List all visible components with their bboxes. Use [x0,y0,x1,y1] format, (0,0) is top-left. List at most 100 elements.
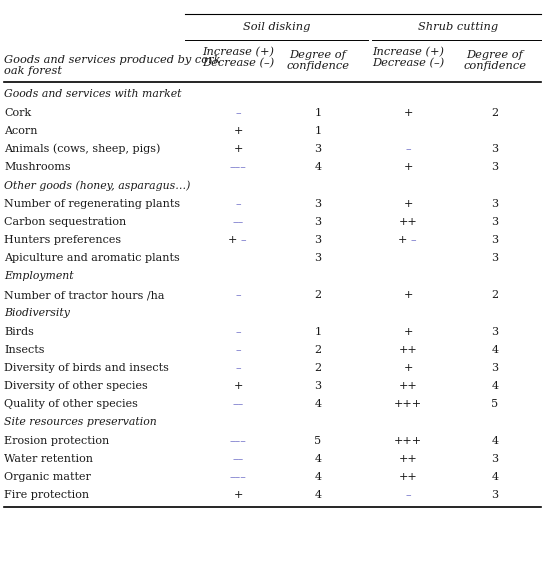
Text: 3: 3 [491,199,498,209]
Text: –: – [235,199,241,209]
Text: +: + [397,235,407,245]
Text: Insects: Insects [4,345,45,355]
Text: 3: 3 [491,162,498,172]
Text: 1: 1 [314,126,322,136]
Text: 3: 3 [314,144,322,154]
Text: +++: +++ [394,436,422,446]
Text: 1: 1 [314,108,322,118]
Text: confidence: confidence [287,61,349,71]
Text: –––: ––– [229,472,246,482]
Text: ––: –– [233,454,244,464]
Text: 4: 4 [314,472,322,482]
Text: +: + [227,235,236,245]
Text: 3: 3 [491,217,498,227]
Text: 4: 4 [491,436,498,446]
Text: +: + [403,108,413,118]
Text: –––: ––– [229,162,246,172]
Text: Soil disking: Soil disking [244,22,311,32]
Text: Cork: Cork [4,108,31,118]
Text: +++: +++ [394,399,422,409]
Text: 2: 2 [314,290,322,300]
Text: Mushrooms: Mushrooms [4,162,70,172]
Text: –: – [410,235,416,245]
Text: –: – [235,327,241,337]
Text: ––: –– [233,217,244,227]
Text: 4: 4 [491,345,498,355]
Text: 3: 3 [314,235,322,245]
Text: Number of regenerating plants: Number of regenerating plants [4,199,180,209]
Text: 2: 2 [491,290,498,300]
Text: Number of tractor hours /ha: Number of tractor hours /ha [4,290,164,300]
Text: 3: 3 [491,144,498,154]
Text: ++: ++ [399,217,417,227]
Text: confidence: confidence [464,61,526,71]
Text: 4: 4 [491,381,498,391]
Text: Hunters preferences: Hunters preferences [4,235,121,245]
Text: 3: 3 [491,454,498,464]
Text: ++: ++ [399,454,417,464]
Text: 3: 3 [314,253,322,263]
Text: ––: –– [233,399,244,409]
Text: 3: 3 [491,235,498,245]
Text: –: – [235,108,241,118]
Text: Biodiversity: Biodiversity [4,308,70,318]
Text: Site resources preservation: Site resources preservation [4,417,157,427]
Text: Decrease (–): Decrease (–) [202,58,274,68]
Text: –––: ––– [229,436,246,446]
Text: Acorn: Acorn [4,126,38,136]
Text: Quality of other species: Quality of other species [4,399,138,409]
Text: –: – [235,345,241,355]
Text: +: + [403,199,413,209]
Text: 4: 4 [314,399,322,409]
Text: 5: 5 [314,436,322,446]
Text: Fire protection: Fire protection [4,490,89,500]
Text: –: – [405,490,411,500]
Text: Degree of: Degree of [289,50,347,60]
Text: Organic matter: Organic matter [4,472,91,482]
Text: +: + [403,363,413,373]
Text: 4: 4 [314,454,322,464]
Text: 3: 3 [491,490,498,500]
Text: 3: 3 [314,199,322,209]
Text: Increase (+): Increase (+) [202,47,274,57]
Text: +: + [233,490,242,500]
Text: –: – [235,290,241,300]
Text: 4: 4 [491,472,498,482]
Text: 3: 3 [491,253,498,263]
Text: Erosion protection: Erosion protection [4,436,109,446]
Text: Diversity of birds and insects: Diversity of birds and insects [4,363,169,373]
Text: 4: 4 [314,162,322,172]
Text: ++: ++ [399,381,417,391]
Text: Other goods (honey, asparagus…): Other goods (honey, asparagus…) [4,180,191,191]
Text: Carbon sequestration: Carbon sequestration [4,217,126,227]
Text: Employment: Employment [4,271,74,281]
Text: 3: 3 [491,363,498,373]
Text: ++: ++ [399,472,417,482]
Text: 1: 1 [314,327,322,337]
Text: 2: 2 [314,345,322,355]
Text: Goods and services with market: Goods and services with market [4,89,181,99]
Text: 3: 3 [314,217,322,227]
Text: 5: 5 [491,399,498,409]
Text: Apiculture and aromatic plants: Apiculture and aromatic plants [4,253,180,263]
Text: +: + [233,144,242,154]
Text: Water retention: Water retention [4,454,93,464]
Text: 3: 3 [314,381,322,391]
Text: 3: 3 [491,327,498,337]
Text: Diversity of other species: Diversity of other species [4,381,148,391]
Text: 4: 4 [314,490,322,500]
Text: 2: 2 [491,108,498,118]
Text: Birds: Birds [4,327,34,337]
Text: +: + [403,290,413,300]
Text: +: + [403,327,413,337]
Text: +: + [233,381,242,391]
Text: Shrub cutting: Shrub cutting [418,22,498,32]
Text: –: – [405,144,411,154]
Text: +: + [233,126,242,136]
Text: oak forest: oak forest [4,66,62,76]
Text: –: – [235,363,241,373]
Text: –: – [240,235,246,245]
Text: +: + [403,162,413,172]
Text: Goods and services produced by cork: Goods and services produced by cork [4,55,221,65]
Text: Increase (+): Increase (+) [372,47,444,57]
